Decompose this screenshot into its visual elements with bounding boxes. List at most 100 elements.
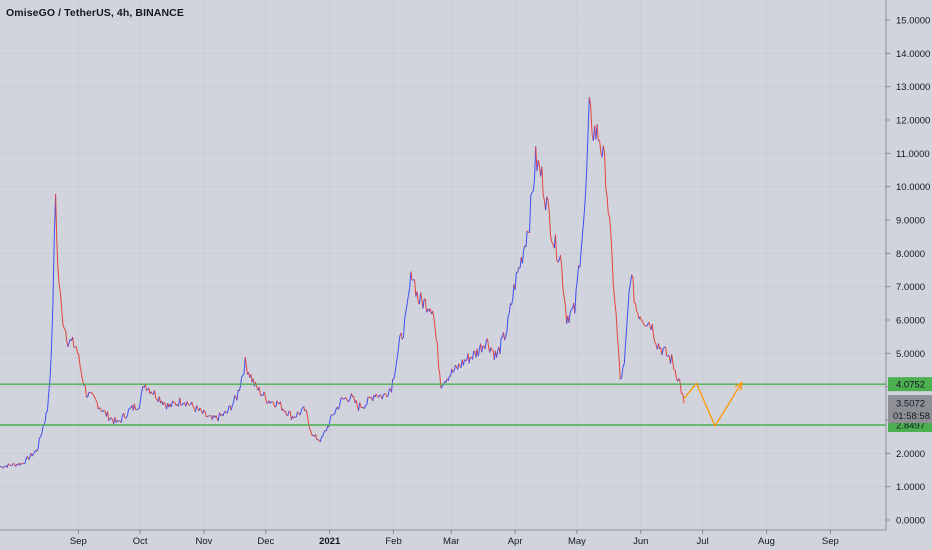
price-segment: [674, 370, 677, 379]
price-segment: [583, 199, 586, 219]
price-segment: [146, 388, 149, 391]
price-segment: [450, 368, 453, 377]
price-segment: [489, 347, 492, 353]
price-segment: [678, 378, 681, 382]
price-segment: [535, 146, 538, 172]
price-segment: [199, 407, 202, 412]
price-segment: [607, 212, 610, 218]
price-segment: [409, 271, 412, 289]
price-segment: [315, 434, 318, 440]
symbol-title[interactable]: OmiseGO / TetherUS, 4h, BINANCE: [6, 7, 184, 19]
price-segment: [243, 357, 246, 375]
price-segment: [284, 410, 288, 416]
price-segment: [290, 416, 294, 420]
price-segment: [323, 430, 326, 433]
price-segment: [135, 409, 137, 411]
price-segment: [125, 415, 128, 419]
price-segment: [100, 408, 103, 412]
y-tick-label: 12.0000: [896, 116, 930, 127]
price-segment: [440, 385, 443, 389]
price-segment: [52, 237, 55, 305]
price-segment: [163, 402, 166, 405]
price-segment: [404, 311, 407, 320]
price-segment: [299, 410, 302, 416]
price-segment: [48, 377, 51, 393]
x-tick-label: Jul: [697, 536, 709, 547]
price-segment: [217, 412, 220, 422]
price-segment: [555, 234, 558, 260]
price-segment: [616, 336, 620, 355]
price-segment: [418, 292, 422, 305]
price-segment: [37, 437, 40, 448]
price-segment: [561, 266, 564, 289]
price-segment: [640, 319, 643, 322]
price-segment: [57, 264, 60, 285]
x-tick-label: Jun: [633, 536, 648, 547]
price-segment: [128, 407, 131, 410]
price-segment: [619, 377, 622, 380]
price-segment: [387, 389, 390, 397]
level-tag: [888, 377, 932, 392]
price-segment: [287, 411, 290, 416]
price-segment: [7, 463, 10, 466]
price-segment: [581, 218, 585, 236]
price-segment: [11, 463, 14, 467]
price-segment: [202, 409, 205, 414]
price-segment: [432, 310, 435, 318]
price-segment: [622, 363, 625, 368]
price-segment: [108, 418, 111, 421]
price-segment: [325, 425, 329, 432]
price-segment: [508, 303, 511, 314]
price-segment: [322, 432, 325, 437]
y-tick-label: 11.0000: [896, 149, 930, 160]
price-segment: [401, 337, 404, 340]
x-tick-label: 2021: [319, 536, 341, 547]
x-tick-label: Feb: [385, 536, 401, 547]
price-segment: [542, 194, 545, 201]
price-segment: [348, 397, 351, 402]
price-segment: [580, 235, 583, 253]
price-segment: [654, 341, 657, 345]
price-segment: [230, 405, 233, 411]
price-segment: [67, 342, 70, 348]
price-segment: [84, 384, 88, 398]
price-segment: [637, 313, 640, 320]
price-segment: [546, 196, 549, 201]
price-segment: [263, 391, 266, 397]
price-segment: [441, 384, 444, 387]
price-segment: [55, 194, 58, 237]
price-segment: [584, 173, 588, 200]
price-segment: [375, 393, 378, 397]
price-segment: [390, 379, 394, 393]
price-segment: [333, 412, 336, 416]
price-segment: [610, 231, 613, 255]
price-segment: [187, 403, 190, 406]
price-segment: [590, 105, 593, 134]
projection-arrowhead: [734, 381, 743, 391]
price-segment: [517, 267, 520, 273]
price-segment: [269, 401, 272, 404]
price-segment: [33, 451, 36, 455]
price-segment: [588, 97, 592, 106]
price-segment: [481, 345, 484, 353]
price-segment: [604, 152, 607, 189]
price-segment: [453, 364, 456, 371]
x-tick-label: Apr: [508, 536, 523, 547]
price-segment: [341, 397, 344, 400]
price-segment: [452, 370, 455, 373]
price-segment: [102, 409, 105, 412]
price-segment: [78, 353, 81, 366]
price-segment: [49, 347, 53, 378]
price-segment: [618, 354, 621, 380]
price-segment: [665, 346, 668, 357]
y-tick-label: 2.0000: [896, 449, 925, 460]
price-segment: [662, 346, 665, 350]
price-segment: [420, 292, 423, 300]
price-segment: [366, 397, 369, 405]
price-segment: [355, 400, 358, 406]
y-tick-label: 1.0000: [896, 482, 925, 493]
x-tick-label: Nov: [196, 536, 213, 547]
price-segment: [465, 359, 468, 362]
